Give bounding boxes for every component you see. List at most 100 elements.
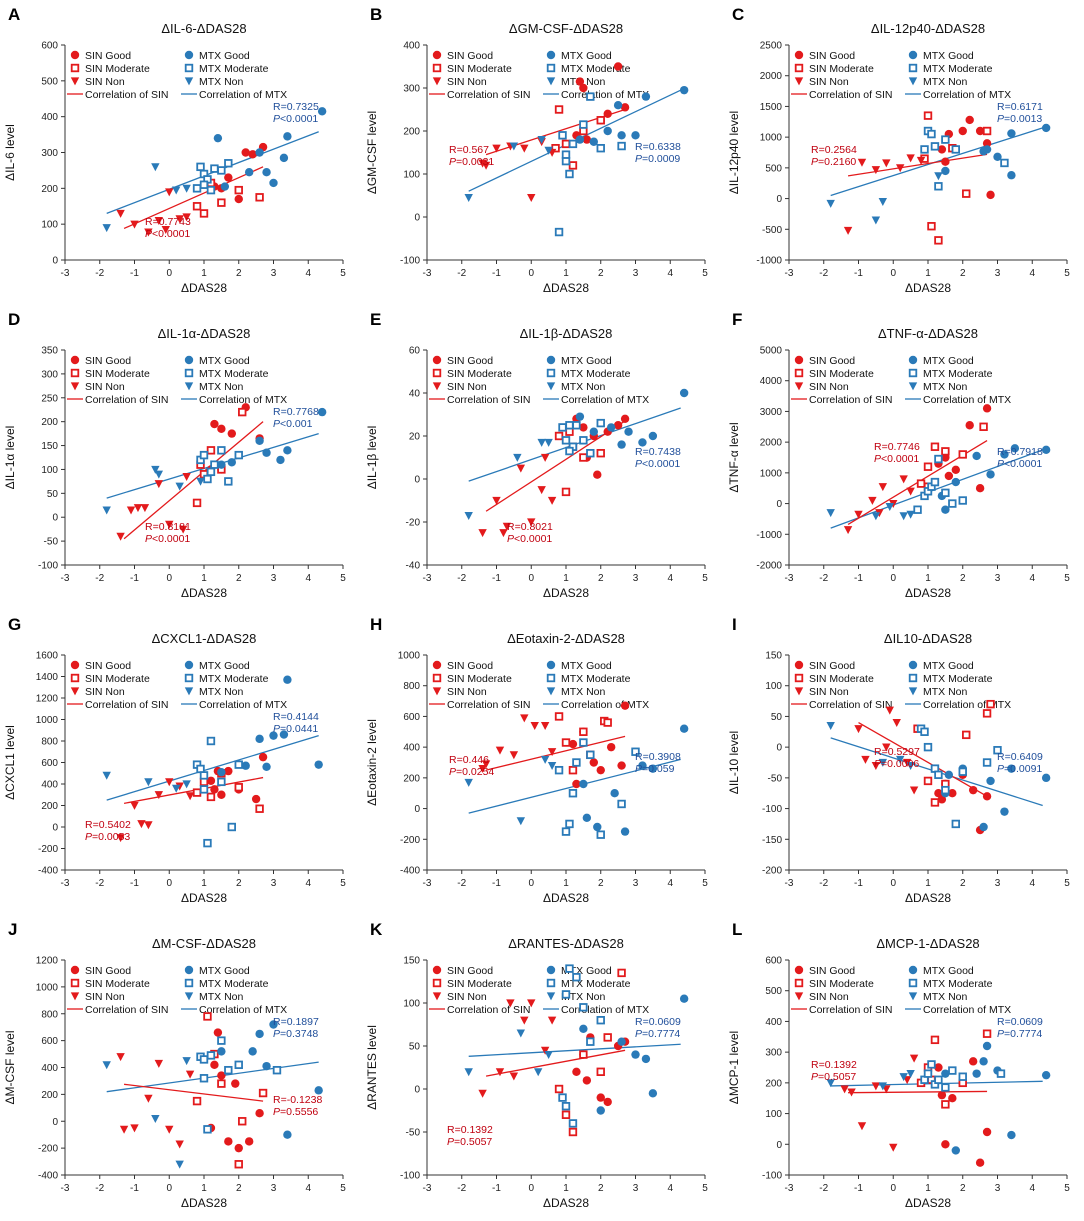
sin-moderate-point (982, 709, 992, 718)
sin-good-point (210, 419, 219, 429)
mtx-good-point (982, 1041, 992, 1051)
p-rest: =0.0254 (456, 766, 494, 778)
sin-moderate-point (982, 126, 992, 136)
legend-label: MTX Moderate (199, 368, 269, 380)
sin-good-point (227, 429, 236, 438)
x-tick-label: -1 (492, 878, 501, 889)
legend-label: SIN Good (809, 355, 855, 367)
mtx-non-point (896, 755, 905, 764)
x-tick-label: 4 (1029, 573, 1035, 584)
sin-non-point (116, 834, 125, 843)
sin-non-point (861, 755, 870, 764)
sin-non-point (916, 156, 926, 165)
mtx-moderate-point (934, 1075, 943, 1084)
mtx-good-point (220, 182, 230, 191)
legend-label: MTX Moderate (561, 368, 631, 380)
mtx-moderate-point (586, 92, 595, 101)
mtx-good-point (624, 427, 633, 436)
p-symbol: P (507, 533, 514, 545)
legend-sin-moderate-point (70, 63, 80, 73)
p-symbol: P (635, 763, 642, 775)
y-tick-label: 50 (409, 1042, 421, 1053)
mtx-moderate-point (923, 742, 933, 752)
sin-non-point (116, 209, 125, 218)
x-tick-label: 0 (166, 878, 172, 889)
legend-label: Correlation of SIN (85, 89, 168, 101)
sin-non-point (520, 144, 529, 153)
sin-moderate-point (941, 447, 950, 456)
sin-good-point (582, 1076, 592, 1085)
sin-non-point (885, 706, 894, 715)
mtx-good-point (227, 458, 236, 467)
mtx-r-value: R=0.7918 (997, 446, 1043, 458)
legend-label: MTX Good (199, 50, 250, 62)
chart-title: ΔTNF-α-ΔDAS28 (878, 326, 978, 341)
sin-non-point (854, 725, 863, 734)
sin-moderate-point (192, 1096, 202, 1106)
mtx-r-value: R=0.1897 (273, 1016, 319, 1028)
legend-sin-good-point (432, 355, 442, 365)
y-tick-label: -50 (768, 773, 783, 784)
mtx-moderate-point (199, 771, 209, 780)
sin-r-value: R=0.8181 (145, 521, 191, 533)
sin-non-point (847, 1088, 856, 1097)
sin-moderate-point (934, 236, 943, 245)
legend-label: MTX Moderate (199, 978, 269, 990)
sin-moderate-point (923, 776, 933, 786)
p-symbol: P (635, 1028, 642, 1040)
legend-label: Correlation of MTX (199, 89, 287, 101)
p-symbol: P (85, 831, 92, 843)
mtx-good-point (1041, 1070, 1051, 1080)
y-tick-label: -200 (38, 844, 58, 855)
x-tick-label: 0 (890, 878, 896, 889)
x-tick-label: 3 (995, 878, 1001, 889)
mtx-moderate-point (217, 446, 226, 455)
legend-label: MTX Good (561, 660, 612, 672)
legend-label: SIN Good (447, 965, 493, 977)
legend-mtx-good-point (546, 50, 556, 60)
x-axis-label: ΔDAS28 (905, 281, 951, 295)
mtx-good-point (314, 760, 323, 769)
p-rest: <0.0001 (642, 458, 680, 470)
legend-label: SIN Non (447, 686, 487, 698)
mtx-p-value: P=0.059 (635, 763, 675, 775)
y-tick-label: -500 (762, 225, 782, 236)
legend-label: SIN Moderate (447, 978, 512, 990)
sin-non-point (871, 1082, 881, 1091)
chart-title: ΔM-CSF-ΔDAS28 (152, 936, 256, 951)
p-rest: =0.0053 (92, 831, 130, 843)
mtx-non-point (151, 163, 160, 172)
sin-good-point (224, 173, 233, 182)
sin-non-point (495, 1068, 505, 1077)
sin-moderate-point (568, 765, 578, 775)
sin-moderate-point (603, 718, 612, 727)
legend-label: Correlation of MTX (923, 699, 1011, 711)
legend-sin-non-point (432, 77, 442, 86)
mtx-moderate-point (930, 477, 940, 487)
x-tick-label: 4 (305, 1183, 311, 1194)
sin-moderate-point (203, 1012, 212, 1021)
legend-sin-non-point (70, 77, 80, 86)
y-tick-label: 800 (41, 1009, 58, 1020)
x-tick-label: 4 (305, 268, 311, 279)
sin-non-point (857, 1122, 867, 1131)
mtx-moderate-point (927, 129, 936, 139)
mtx-good-point (631, 131, 640, 140)
sin-fit-line (847, 153, 988, 177)
mtx-non-point (175, 1160, 184, 1169)
y-tick-label: 1200 (36, 694, 59, 705)
sin-good-point (234, 194, 243, 204)
legend-sin-good-point (794, 660, 804, 670)
mtx-non-point (540, 755, 550, 764)
mtx-non-point (102, 1061, 111, 1070)
sin-non-point (516, 464, 526, 473)
chart-panel-b: B ΔGM-CSF-ΔDAS28 -100 0 100 200 300 400 -3 -2 -1 0 1… (365, 5, 708, 295)
mtx-non-point (102, 506, 111, 515)
sin-moderate-point (568, 1127, 578, 1137)
legend-label: MTX Good (561, 355, 612, 367)
legend-mtx-non-point (184, 687, 194, 696)
sin-good-point (251, 794, 261, 804)
panel-letter: A (8, 5, 20, 24)
sin-non-point (537, 486, 546, 495)
sin-r-value: R=0.7746 (874, 441, 920, 453)
